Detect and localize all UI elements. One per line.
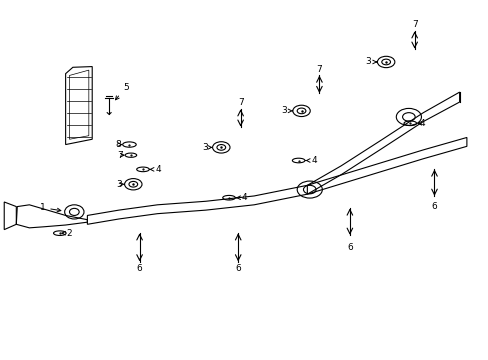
- Text: 6: 6: [431, 202, 436, 211]
- Text: 5: 5: [115, 83, 129, 100]
- Text: 7: 7: [117, 151, 124, 160]
- Text: 2: 2: [62, 229, 72, 238]
- Text: 7: 7: [411, 20, 417, 29]
- Text: 6: 6: [346, 243, 352, 252]
- Text: 3: 3: [281, 107, 292, 116]
- Text: 8: 8: [115, 140, 122, 149]
- Text: 3: 3: [364, 58, 376, 67]
- Text: 7: 7: [316, 65, 322, 74]
- Text: 1: 1: [40, 203, 61, 212]
- Text: 6: 6: [235, 264, 241, 273]
- Text: 4: 4: [150, 165, 161, 174]
- Text: 3: 3: [202, 143, 211, 152]
- Text: 4: 4: [236, 193, 247, 202]
- Text: 7: 7: [237, 98, 243, 107]
- Text: 4: 4: [305, 156, 316, 165]
- Text: 4: 4: [417, 119, 425, 128]
- Text: 6: 6: [137, 264, 142, 273]
- Text: 3: 3: [116, 180, 124, 189]
